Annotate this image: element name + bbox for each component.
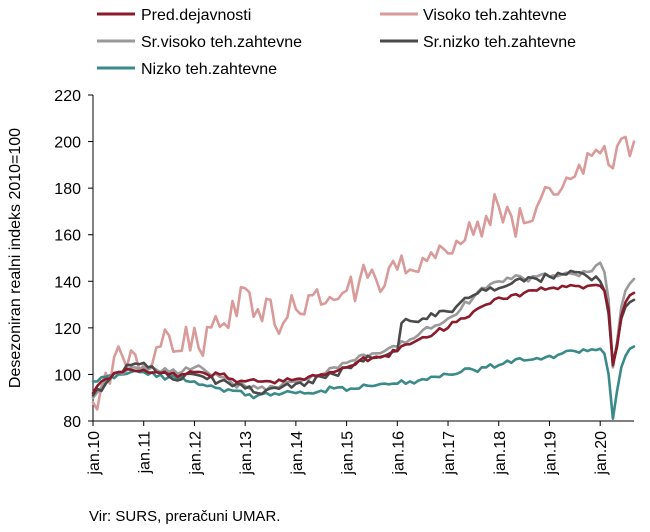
series-line-pred-dejavnosti [91,283,636,395]
source-note: Vir: SURS, preračuni UMAR. [89,508,281,525]
x-tick-label: jan.16 [390,431,407,476]
x-tick-label: jan.11 [137,431,154,475]
y-tick-label: 220 [54,88,81,105]
x-tick-label: jan.18 [492,431,509,476]
legend-label-sr-nizko-teh-zahtevne: Sr.nizko teh.zahtevne [423,34,576,51]
legend-label-pred-dejavnosti: Pred.dejavnosti [141,7,251,24]
x-tick-label: jan.17 [441,431,458,476]
x-axis: jan.10 jan.11 jan.12 jan.13 jan.14 jan.15 jan.… [86,420,634,476]
series-line-visoko-teh-zahtevne [91,135,636,411]
y-tick-label: 120 [54,321,81,338]
legend-label-nizko-teh-zahtevne: Nizko teh.zahtevne [141,61,277,78]
y-tick-label: 80 [63,414,81,431]
x-tick-label: jan.10 [86,431,103,476]
y-axis: 80 100 120 140 160 180 200 220 [54,88,94,431]
x-tick-label: jan.14 [289,431,306,476]
series-line-sr-nizko-teh-zahtevne [91,269,636,397]
y-tick-label: 160 [54,228,81,245]
y-axis-label: Desezoniran realni indeks 2010=100 [7,128,24,388]
legend: Pred.dejavnosti Visoko teh.zahtevne Sr.vis… [97,7,576,78]
legend-label-visoko-teh-zahtevne: Visoko teh.zahtevne [423,7,567,24]
x-tick-label: jan.12 [187,431,204,476]
series-layer [91,135,636,420]
y-tick-label: 140 [54,274,81,291]
y-tick-label: 100 [54,367,81,384]
x-tick-label: jan.20 [593,431,610,476]
y-tick-label: 180 [54,181,81,198]
legend-label-sr-visoko-teh-zahtevne: Sr.visoko teh.zahtevne [141,34,302,51]
y-tick-label: 200 [54,135,81,152]
x-tick-label: jan.13 [238,431,255,476]
x-tick-label: jan.19 [542,431,559,476]
x-tick-label: jan.15 [340,431,357,476]
